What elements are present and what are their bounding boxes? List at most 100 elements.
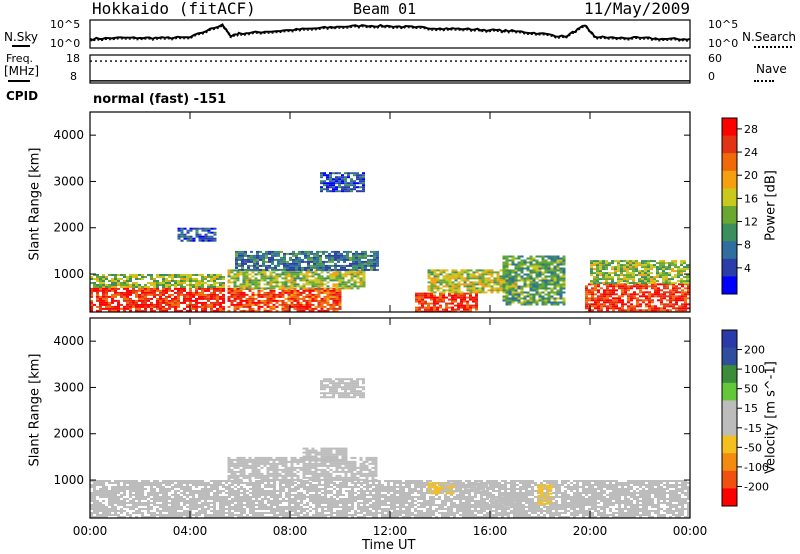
scatter-cell — [120, 295, 123, 298]
scatter-cell — [684, 301, 687, 304]
scatter-cell — [597, 285, 600, 288]
scatter-cell — [681, 305, 684, 308]
scatter-cell — [511, 297, 515, 300]
scatter-cell — [286, 268, 289, 271]
scatter-cell — [648, 309, 651, 312]
scatter-cell — [301, 250, 304, 253]
scatter-cell — [314, 285, 318, 288]
scatter-cell — [271, 254, 274, 257]
scatter-cell — [331, 250, 334, 253]
scatter-cell — [325, 268, 328, 271]
scatter-cell — [433, 269, 437, 272]
scatter-cell — [320, 271, 324, 274]
scatter-cell — [293, 289, 297, 292]
scatter-cell — [195, 498, 198, 500]
scatter-cell — [683, 280, 686, 283]
scatter-cell — [171, 510, 174, 512]
scatter-cell — [358, 260, 361, 263]
scatter-cell — [418, 298, 421, 301]
scatter-cell — [347, 271, 351, 274]
scatter-cell — [204, 482, 207, 484]
scatter-cell — [349, 258, 352, 261]
scatter-cell — [345, 498, 348, 500]
scatter-cell — [644, 270, 647, 273]
scatter-cell — [585, 297, 588, 300]
scatter-cell — [608, 278, 611, 281]
scatter-cell — [168, 510, 171, 512]
scatter-cell — [354, 500, 357, 502]
scatter-cell — [114, 299, 117, 302]
scatter-cell — [186, 276, 189, 278]
scatter-cell — [293, 283, 297, 286]
scatter-cell — [629, 266, 632, 269]
scatter-cell — [596, 272, 599, 275]
scatter-cell — [234, 486, 237, 488]
scatter-cell — [174, 295, 177, 298]
scatter-cell — [290, 283, 294, 286]
scatter-cell — [360, 490, 363, 492]
scatter-cell — [291, 488, 294, 490]
scatter-cell — [672, 303, 675, 306]
scatter-cell — [657, 283, 660, 286]
scatter-cell — [126, 289, 129, 292]
scatter-cell — [102, 284, 105, 286]
scatter-cell — [159, 297, 162, 300]
scatter-cell — [559, 301, 563, 304]
scatter-cell — [544, 283, 548, 286]
scatter-cell — [636, 283, 639, 286]
scatter-cell — [300, 510, 303, 512]
scatter-cell — [502, 271, 506, 274]
scatter-cell — [457, 289, 461, 292]
scatter-cell — [344, 186, 347, 189]
scatter-cell — [475, 298, 478, 301]
scatter-cell — [207, 229, 211, 232]
scatter-cell — [258, 508, 261, 510]
scatter-cell — [275, 305, 279, 308]
scatter-cell — [207, 227, 211, 230]
scatter-cell — [304, 268, 307, 271]
scatter-cell — [108, 482, 111, 484]
scatter-cell — [641, 266, 644, 269]
scatter-cell — [323, 297, 327, 300]
scatter-cell — [280, 260, 283, 263]
scatter-cell — [668, 282, 671, 285]
scatter-cell — [243, 494, 246, 496]
scatter-cell — [680, 268, 683, 271]
scatter-cell — [648, 291, 651, 294]
scatter-cell — [559, 271, 563, 274]
scatter-cell — [311, 297, 315, 300]
scatter-cell — [651, 309, 654, 312]
scatter-cell — [189, 301, 192, 304]
scatter-cell — [153, 293, 156, 296]
scatter-cell — [210, 502, 213, 504]
scatter-cell — [327, 506, 330, 508]
scatter-cell — [660, 309, 663, 312]
scatter-cell — [433, 306, 436, 309]
scatter-cell — [111, 486, 114, 488]
scatter-cell — [332, 283, 336, 286]
scatter-cell — [442, 285, 446, 288]
scatter-cell — [330, 498, 333, 500]
scatter-cell — [90, 514, 93, 516]
scatter-cell — [614, 266, 617, 269]
scatter-cell — [126, 293, 129, 296]
scatter-cell — [141, 516, 144, 518]
scatter-cell — [243, 496, 246, 498]
scatter-cell — [460, 283, 464, 286]
scatter-cell — [279, 512, 282, 514]
scatter-cell — [306, 514, 309, 516]
scatter-cell — [333, 484, 336, 486]
scatter-cell — [219, 514, 222, 516]
scatter-cell — [249, 510, 252, 512]
scatter-cell — [454, 300, 457, 303]
scatter-cell — [356, 273, 360, 276]
scatter-cell — [326, 271, 330, 274]
scatter-cell — [369, 512, 372, 514]
scatter-cell — [90, 494, 93, 496]
scatter-cell — [651, 305, 654, 308]
scatter-cell — [334, 254, 337, 257]
scatter-cell — [350, 184, 353, 187]
scatter-cell — [680, 270, 683, 273]
scatter-cell — [126, 303, 129, 306]
scatter-cell — [159, 500, 162, 502]
